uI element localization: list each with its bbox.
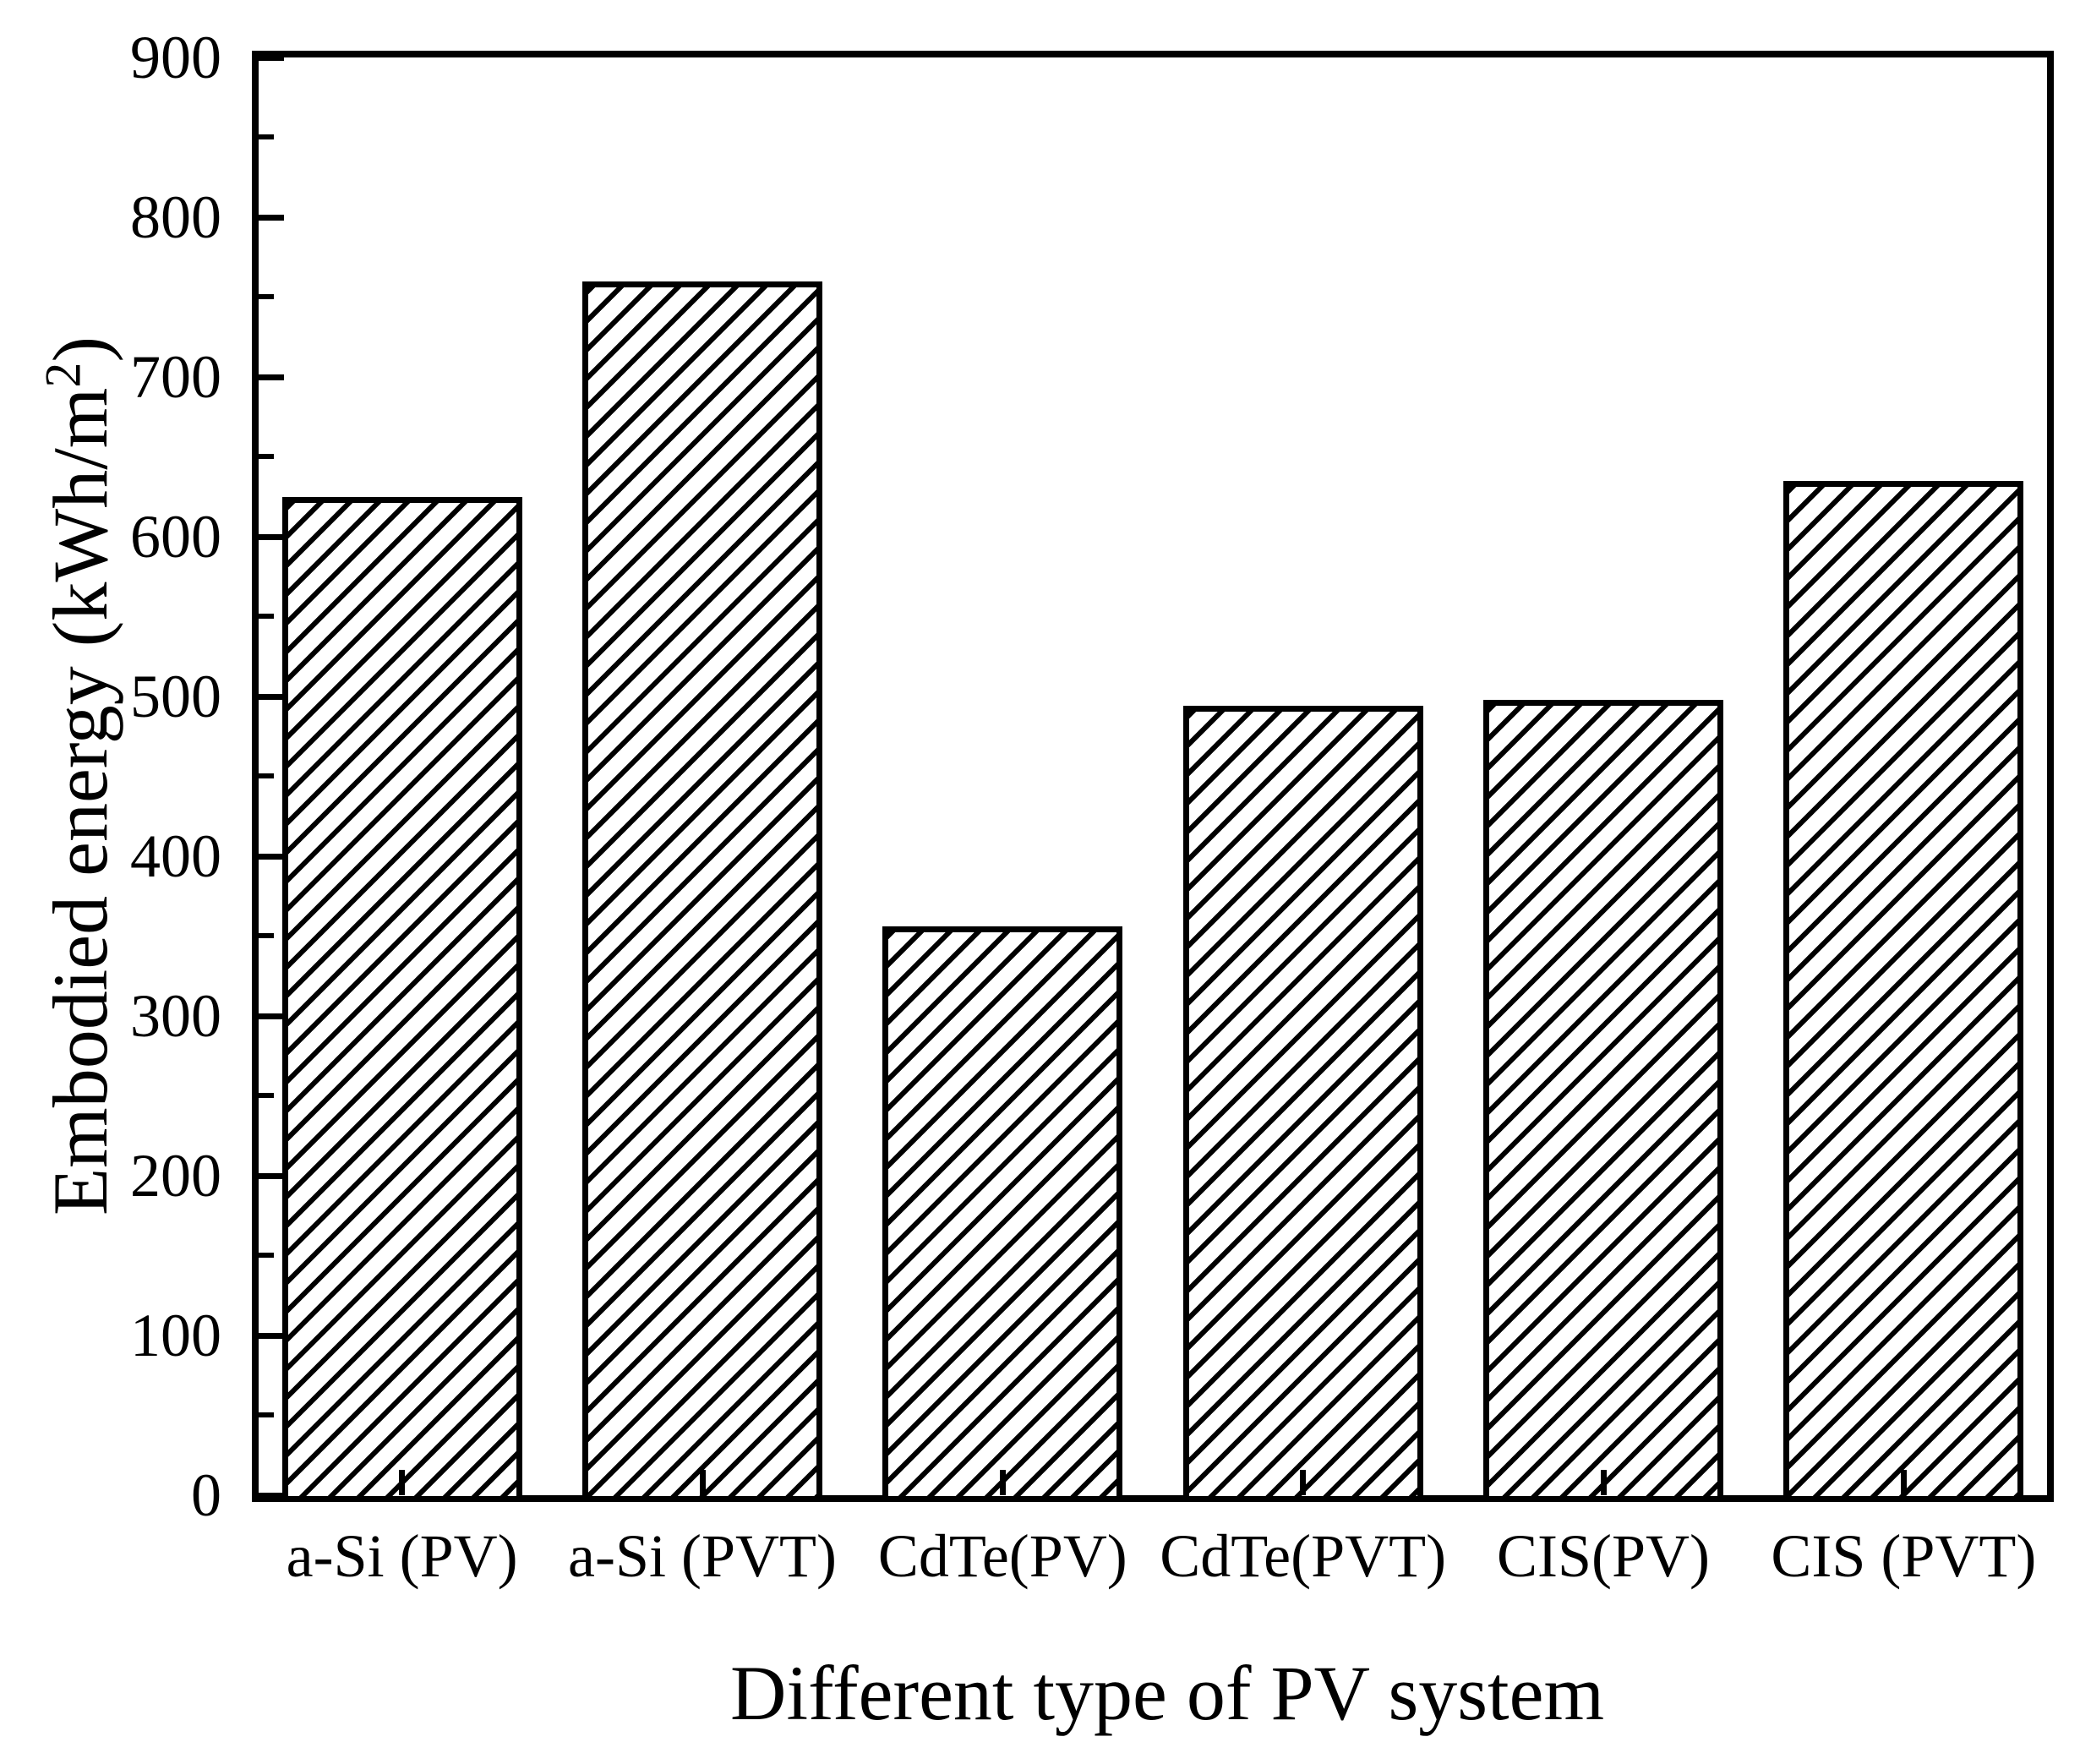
y-minor-tick	[259, 1093, 274, 1098]
x-tick-label-cdte-pv: CdTe(PV)	[877, 1522, 1127, 1590]
y-tick-label: 300	[130, 982, 221, 1050]
y-tick-label: 900	[130, 24, 221, 91]
x-tick-label-a-si-pv: a-Si (PV)	[286, 1522, 518, 1590]
y-major-tick	[259, 693, 284, 700]
y-major-tick	[259, 1332, 284, 1339]
y-tick-label: 800	[130, 183, 221, 251]
x-tick-cdte-pvt	[1300, 1470, 1307, 1495]
x-tick-a-si-pv	[399, 1470, 406, 1495]
plot-area	[252, 51, 2054, 1502]
x-tick-cis-pvt	[1900, 1470, 1907, 1495]
x-tick-cdte-pv	[999, 1470, 1006, 1495]
y-major-tick	[259, 214, 284, 221]
y-minor-tick	[259, 1253, 274, 1258]
y-tick-label: 100	[130, 1302, 221, 1369]
y-tick-label: 400	[130, 822, 221, 890]
y-tick-label: 0	[191, 1461, 221, 1529]
y-major-tick	[259, 374, 284, 380]
y-tick-label: 600	[130, 503, 221, 571]
y-major-tick	[259, 1172, 284, 1179]
x-tick-cis-pv	[1600, 1470, 1607, 1495]
x-tick-label-cis-pvt: CIS (PVT)	[1771, 1522, 2037, 1590]
y-major-tick	[259, 1492, 284, 1499]
y-major-tick	[259, 54, 284, 61]
y-minor-tick	[259, 294, 274, 299]
x-axis-title: Different type of PV system	[730, 1650, 1605, 1736]
bar-cis-pvt	[1783, 480, 2024, 1502]
y-tick-label: 500	[130, 663, 221, 730]
y-minor-tick	[259, 773, 274, 778]
y-tick-label: 700	[130, 343, 221, 411]
y-minor-tick	[259, 454, 274, 459]
x-tick-label-a-si-pvt: a-Si (PVT)	[568, 1522, 837, 1590]
y-major-tick	[259, 1013, 284, 1019]
bar-cis-pv	[1483, 699, 1723, 1502]
y-tick-label: 200	[130, 1142, 221, 1210]
x-tick-a-si-pvt	[699, 1470, 706, 1495]
bar-a-si-pv	[281, 496, 522, 1502]
y-major-tick	[259, 533, 284, 540]
y-minor-tick	[259, 614, 274, 619]
bar-cdte-pv	[882, 926, 1123, 1502]
bar-cdte-pvt	[1182, 706, 1423, 1502]
y-major-tick	[259, 853, 284, 860]
y-minor-tick	[259, 1412, 274, 1417]
x-tick-label-cdte-pvt: CdTe(PVT)	[1160, 1522, 1447, 1590]
x-tick-label-cis-pv: CIS(PV)	[1496, 1522, 1711, 1590]
y-minor-tick	[259, 134, 274, 139]
bar-a-si-pvt	[582, 281, 822, 1502]
y-minor-tick	[259, 933, 274, 938]
